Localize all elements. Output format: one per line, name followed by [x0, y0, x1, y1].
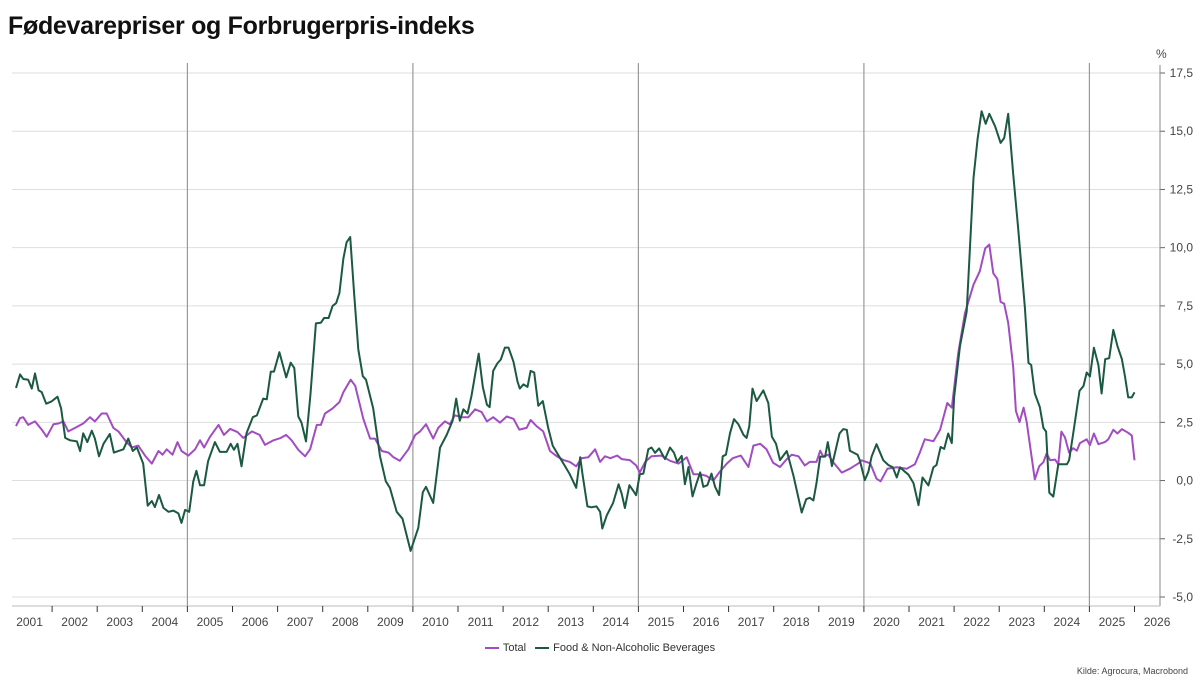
y-tick-label: 5,0 [1176, 357, 1193, 371]
x-tick-label: 2023 [1008, 615, 1035, 629]
y-tick-label: 10,0 [1170, 241, 1194, 255]
x-tick-label: 2005 [197, 615, 224, 629]
y-tick-label: 7,5 [1176, 299, 1193, 313]
y-tick-label: 2,5 [1176, 415, 1193, 429]
gridlines [12, 72, 1160, 598]
x-tick-label: 2026 [1144, 615, 1171, 629]
y-tick-label: -2,5 [1172, 532, 1193, 546]
legend-label: Food & Non-Alcoholic Beverages [553, 642, 716, 654]
x-tick-label: 2013 [557, 615, 584, 629]
y-tick-label: 0,0 [1176, 474, 1193, 488]
x-tick-label: 2024 [1053, 615, 1080, 629]
y-axis-unit-label: % [1156, 47, 1167, 61]
x-tick-label: 2016 [693, 615, 720, 629]
x-tick-label: 2004 [151, 615, 178, 629]
x-tick-label: 2017 [738, 615, 765, 629]
x-tick-label: 2014 [602, 615, 629, 629]
legend-swatch [535, 647, 550, 649]
x-tick-label: 2020 [873, 615, 900, 629]
y-tick-label: 17,5 [1170, 66, 1194, 80]
legend-swatch [484, 647, 499, 649]
x-tick-label: 2007 [287, 615, 314, 629]
x-tick-label: 2003 [106, 615, 133, 629]
x-tick-label: 2008 [332, 615, 359, 629]
x-tick-label: 2022 [963, 615, 990, 629]
x-tick-label: 2018 [783, 615, 810, 629]
vertical-markers [186, 63, 1091, 606]
x-tick-label: 2019 [828, 615, 855, 629]
x-tick-label: 2012 [512, 615, 539, 629]
x-tick-label: 2011 [468, 615, 494, 629]
y-tick-label: -5,0 [1172, 590, 1193, 604]
x-tick-label: 2010 [422, 615, 449, 629]
y-tick-label: 15,0 [1170, 124, 1194, 138]
x-tick-label: 2009 [377, 615, 404, 629]
x-tick-label: 2006 [242, 615, 269, 629]
series-line-food [15, 110, 1136, 552]
chart-title: Fødevarepriser og Forbrugerpris-indeks [8, 12, 475, 40]
legend-label: Total [502, 642, 527, 654]
x-tick-label: 2021 [918, 615, 945, 629]
x-tick-label: 2001 [16, 615, 43, 629]
x-tick-label: 2025 [1099, 615, 1126, 629]
x-tick-label: 2002 [61, 615, 88, 629]
y-tick-label: 12,5 [1170, 182, 1194, 196]
legend-item-food: Food & Non-Alcoholic Beverages [535, 642, 715, 654]
legend: Total Food & Non-Alcoholic Beverages [0, 640, 1200, 654]
source-note: Kilde: Agrocura, Macrobond [1076, 666, 1188, 676]
x-tick-label: 2015 [648, 615, 675, 629]
legend-item-total: Total [484, 642, 527, 654]
axes: 17,5 15,0 12,5 10,0 7,5 5,0 2,5 0,0 -2,5 -5,0 2001… [12, 65, 1193, 629]
series-line-total [15, 243, 1136, 483]
series-lines [15, 110, 1136, 552]
